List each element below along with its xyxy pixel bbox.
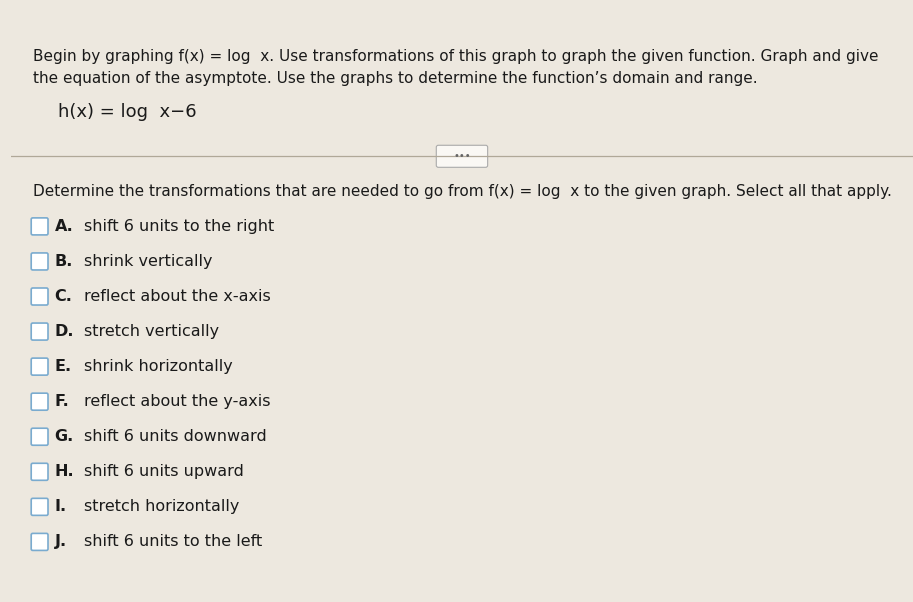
FancyBboxPatch shape bbox=[31, 393, 48, 410]
Text: A.: A. bbox=[55, 219, 73, 234]
Text: shift 6 units upward: shift 6 units upward bbox=[84, 464, 244, 479]
Text: F.: F. bbox=[55, 394, 69, 409]
Text: stretch horizontally: stretch horizontally bbox=[84, 499, 239, 514]
Text: shift 6 units downward: shift 6 units downward bbox=[84, 429, 267, 444]
FancyBboxPatch shape bbox=[31, 533, 48, 550]
Text: H.: H. bbox=[55, 464, 74, 479]
FancyBboxPatch shape bbox=[31, 288, 48, 305]
FancyBboxPatch shape bbox=[31, 498, 48, 515]
Text: h(x) = log  x−6: h(x) = log x−6 bbox=[58, 103, 197, 121]
Text: shrink horizontally: shrink horizontally bbox=[84, 359, 233, 374]
Text: shift 6 units to the right: shift 6 units to the right bbox=[84, 219, 274, 234]
Text: B.: B. bbox=[55, 254, 73, 269]
Text: Begin by graphing f(x) = log  x. Use transformations of this graph to graph the : Begin by graphing f(x) = log x. Use tran… bbox=[33, 49, 878, 64]
Text: •••: ••• bbox=[453, 151, 471, 161]
Text: G.: G. bbox=[55, 429, 74, 444]
FancyBboxPatch shape bbox=[436, 145, 488, 167]
Text: E.: E. bbox=[55, 359, 71, 374]
Text: Determine the transformations that are needed to go from f(x) = log  x to the gi: Determine the transformations that are n… bbox=[33, 184, 892, 199]
Text: the equation of the asymptote. Use the graphs to determine the function’s domain: the equation of the asymptote. Use the g… bbox=[33, 71, 757, 86]
Text: shift 6 units to the left: shift 6 units to the left bbox=[84, 535, 262, 550]
Text: J.: J. bbox=[55, 535, 67, 550]
FancyBboxPatch shape bbox=[31, 323, 48, 340]
Text: shrink vertically: shrink vertically bbox=[84, 254, 213, 269]
Text: C.: C. bbox=[55, 289, 72, 304]
Text: reflect about the y-axis: reflect about the y-axis bbox=[84, 394, 270, 409]
FancyBboxPatch shape bbox=[31, 253, 48, 270]
FancyBboxPatch shape bbox=[31, 218, 48, 235]
Text: stretch vertically: stretch vertically bbox=[84, 324, 219, 339]
Text: reflect about the x-axis: reflect about the x-axis bbox=[84, 289, 271, 304]
FancyBboxPatch shape bbox=[31, 464, 48, 480]
Text: I.: I. bbox=[55, 499, 67, 514]
FancyBboxPatch shape bbox=[31, 358, 48, 375]
Text: D.: D. bbox=[55, 324, 74, 339]
FancyBboxPatch shape bbox=[31, 428, 48, 445]
